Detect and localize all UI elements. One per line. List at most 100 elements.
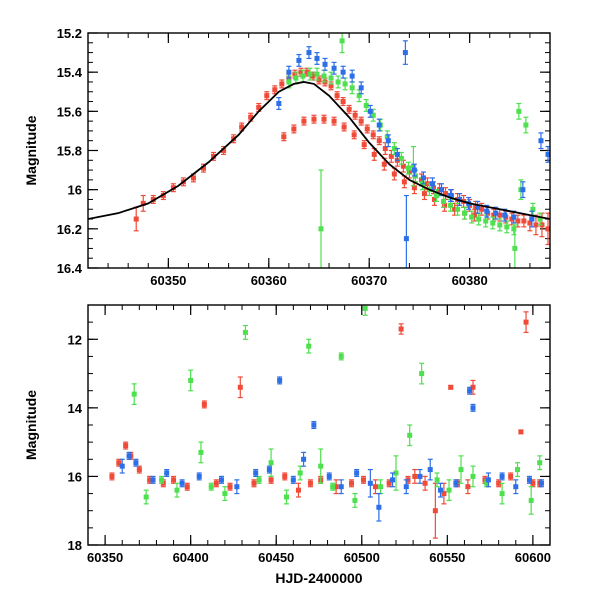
data-point-blue — [314, 55, 320, 61]
data-point-red — [527, 220, 533, 226]
data-point-red — [279, 81, 285, 87]
data-point-red — [201, 165, 206, 171]
data-point-green — [410, 163, 416, 169]
data-point-red — [349, 480, 355, 486]
data-point-green — [342, 81, 348, 87]
data-point-blue — [485, 477, 491, 483]
data-point-green — [283, 494, 289, 500]
data-point-blue — [311, 422, 317, 428]
data-point-green — [530, 206, 536, 212]
data-point-red — [372, 484, 378, 490]
data-point-blue — [513, 484, 519, 490]
data-point-green — [356, 93, 362, 99]
data-point-green — [268, 460, 274, 466]
data-point-green — [470, 473, 476, 479]
data-point-blue — [253, 470, 259, 476]
x-tick-label: 60400 — [173, 550, 209, 565]
data-point-red — [479, 206, 485, 212]
data-point-red — [282, 473, 288, 479]
data-point-red — [412, 473, 418, 479]
y-tick-label: 16.2 — [57, 222, 82, 237]
data-point-blue — [234, 484, 240, 490]
data-point-green — [362, 305, 368, 311]
data-point-blue — [420, 175, 426, 181]
data-point-red — [421, 191, 427, 197]
data-point-blue — [411, 167, 417, 173]
y-tick-label: 15.6 — [57, 104, 82, 119]
data-point-red — [190, 175, 196, 181]
data-point-red — [523, 319, 529, 325]
data-point-red — [268, 477, 274, 483]
data-point-blue — [403, 484, 409, 490]
data-point-red — [361, 142, 367, 148]
data-point-green — [523, 122, 529, 128]
data-point-green — [484, 480, 490, 486]
data-point-green — [318, 226, 324, 232]
data-point-blue — [367, 480, 373, 486]
plot-frame — [87, 32, 551, 269]
x-tick-label: 60500 — [344, 550, 380, 565]
data-point-blue — [331, 65, 337, 71]
data-point-red — [133, 216, 139, 222]
data-point-red — [430, 185, 436, 191]
data-point-red — [358, 118, 364, 124]
data-point-green — [338, 353, 344, 359]
data-point-red — [239, 124, 245, 130]
data-point-red — [518, 429, 524, 435]
data-point-green — [306, 343, 312, 349]
data-point-green — [384, 134, 390, 140]
data-point-red — [497, 212, 503, 218]
data-point-red — [442, 202, 448, 208]
y-tick-label: 16 — [68, 183, 82, 198]
data-point-green — [483, 218, 489, 224]
data-point-red — [381, 161, 387, 167]
data-point-green — [307, 71, 313, 77]
data-point-red — [291, 126, 297, 132]
data-point-red — [264, 93, 270, 99]
y-tick-label: 16 — [68, 469, 82, 484]
data-point-green — [131, 391, 137, 397]
data-point-red — [272, 87, 278, 93]
data-point-red — [360, 477, 366, 483]
data-point-blue — [457, 196, 463, 202]
data-point-blue — [538, 138, 544, 144]
data-point-blue — [475, 204, 481, 210]
data-point-blue — [340, 69, 346, 75]
data-point-green — [198, 449, 204, 455]
data-point-blue — [266, 467, 272, 473]
data-point-blue — [526, 477, 532, 483]
y-axis-label: Magnitude — [23, 390, 39, 460]
data-point-blue — [502, 212, 508, 218]
y-tick-label: 15.4 — [57, 65, 83, 80]
data-point-green — [434, 477, 440, 483]
data-point-red — [147, 477, 153, 483]
data-point-red — [351, 132, 357, 138]
data-point-green — [434, 193, 440, 199]
data-point-red — [398, 326, 404, 332]
data-point-blue — [354, 470, 360, 476]
data-point-green — [335, 79, 341, 85]
data-point-green — [504, 224, 510, 230]
data-point-blue — [338, 484, 344, 490]
data-point-green — [393, 470, 399, 476]
y-tick-label: 16.4 — [57, 261, 83, 276]
data-point-blue — [417, 473, 423, 479]
data-point-green — [293, 75, 299, 81]
data-point-blue — [484, 208, 490, 214]
data-point-green — [398, 155, 404, 161]
data-point-green — [499, 491, 505, 497]
data-point-red — [201, 401, 207, 407]
data-point-red — [452, 206, 458, 212]
plot-frame — [87, 304, 551, 546]
data-point-green — [512, 245, 518, 251]
data-point-blue — [196, 473, 202, 479]
data-point-blue — [150, 477, 156, 483]
data-point-red — [227, 484, 233, 490]
x-tick-label: 60380 — [452, 273, 488, 288]
data-point-blue — [276, 101, 282, 106]
data-point-green — [286, 79, 292, 85]
data-point-green — [511, 226, 517, 232]
data-point-red — [256, 104, 262, 110]
data-point-red — [352, 112, 358, 118]
x-tick-label: 60360 — [251, 273, 287, 288]
